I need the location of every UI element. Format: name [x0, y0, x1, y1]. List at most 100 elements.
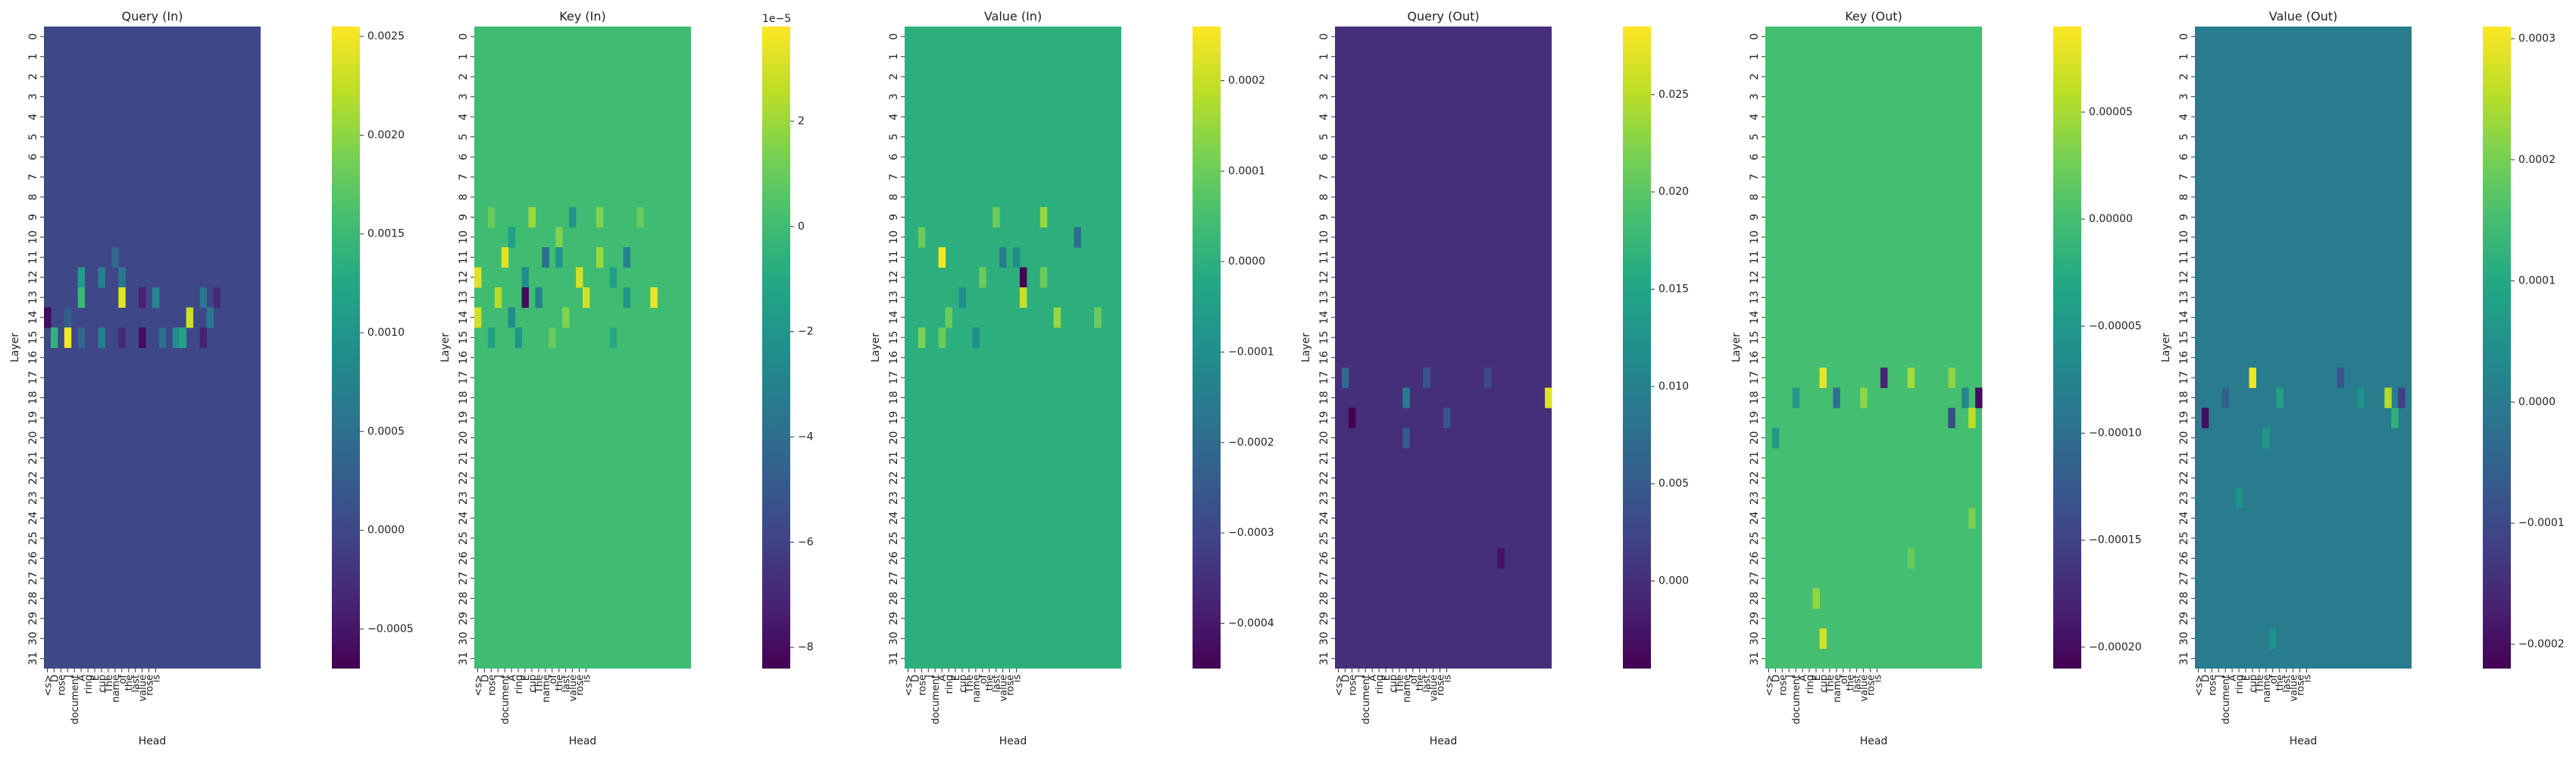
y-tick-label: 2	[458, 74, 470, 80]
y-tick-label: 5	[27, 133, 39, 140]
y-tick-label: 25	[27, 531, 39, 545]
y-tick-label: 15	[888, 330, 900, 344]
x-tick-label: is	[151, 675, 162, 683]
heatmap-cell	[2398, 387, 2406, 409]
x-tick-label: of	[978, 675, 989, 684]
y-tick-label: 23	[27, 491, 39, 505]
heatmap-cell	[1907, 548, 1915, 569]
y-tick-label: 11	[1318, 250, 1330, 264]
heatmap-cell	[555, 227, 563, 248]
heatmap-cell	[139, 327, 146, 348]
colorbar-tick-label: 0.000	[1658, 575, 1689, 587]
y-tick-label: 10	[458, 230, 470, 244]
y-tick-label: 22	[27, 471, 39, 485]
y-tick-label: 31	[27, 652, 39, 666]
x-tick-label: ring	[2234, 675, 2246, 694]
y-tick-label: 5	[1749, 133, 1761, 140]
heatmap-cell	[979, 267, 986, 288]
colorbar-tick-label: −0.00020	[2089, 641, 2142, 653]
y-tick-label: 30	[458, 631, 470, 645]
y-axis-label: Layer	[1300, 333, 1312, 362]
heatmap-cell	[139, 287, 146, 309]
y-tick-label: 18	[458, 391, 470, 405]
y-tick-label: 24	[1318, 511, 1330, 525]
colorbar-tick-label: 0.0002	[1228, 75, 1265, 87]
heatmap-cell	[172, 327, 180, 348]
y-tick-label: 15	[458, 330, 470, 344]
y-tick-label: 14	[27, 311, 39, 324]
heatmap-cell	[508, 227, 516, 248]
x-tick-label: E	[521, 675, 532, 681]
x-tick-label: A	[77, 675, 88, 681]
x-tick-label: value	[2289, 675, 2300, 702]
heatmap-cell	[583, 287, 590, 309]
colorbar-tick-label: 0.0002	[2518, 154, 2556, 166]
y-tick-label: 15	[1749, 330, 1761, 344]
heatmap-cell	[1483, 367, 1492, 388]
heatmap-cell	[999, 247, 1007, 268]
y-tick-label: 20	[27, 431, 39, 445]
y-tick-label: 22	[1749, 471, 1761, 485]
y-tick-label: 22	[1318, 471, 1330, 485]
y-tick-label: 30	[1318, 631, 1330, 645]
y-tick-label: 18	[27, 391, 39, 405]
x-tick-label: document	[930, 675, 942, 725]
y-tick-label: 6	[1749, 154, 1761, 161]
y-tick-label: 29	[27, 612, 39, 625]
y-tick-label: 3	[2178, 93, 2190, 100]
y-tick-label: 28	[458, 591, 470, 605]
x-tick-label: E	[90, 675, 102, 681]
y-tick-label: 19	[1318, 411, 1330, 424]
x-tick-label: J	[63, 675, 74, 678]
x-tick-label: The	[534, 675, 546, 694]
x-tick-label: rose	[1005, 675, 1017, 696]
heatmap-cell	[535, 287, 542, 309]
x-tick-label: D	[1340, 675, 1352, 682]
x-tick-label: E	[951, 675, 962, 681]
y-tick-label: 0	[458, 33, 470, 40]
x-tick-label: document	[70, 675, 81, 725]
x-axis-label: Head	[1860, 735, 1888, 747]
y-tick-label: 8	[1318, 194, 1330, 201]
y-tick-label: 27	[888, 572, 900, 585]
heatmap-cell	[1443, 407, 1451, 428]
heatmap-panel: Query (Out)01234567891011121314151617181…	[1300, 9, 1689, 747]
y-tick-label: 4	[458, 114, 470, 121]
x-tick-label: The	[104, 675, 115, 694]
y-tick-label: 27	[1318, 572, 1330, 585]
x-tick-label: the	[555, 675, 566, 691]
x-tick-label: rose	[575, 675, 586, 696]
heatmap-cell	[2337, 367, 2345, 388]
y-tick-label: 20	[1749, 431, 1761, 445]
x-tick-label: <s>	[1333, 675, 1345, 697]
x-axis-label: Head	[2290, 735, 2318, 747]
heatmap-cell	[576, 267, 583, 288]
heatmap-cell	[487, 327, 496, 348]
y-tick-label: 4	[2178, 114, 2190, 121]
x-tick-label: cup	[1818, 675, 1830, 693]
colorbar	[1193, 27, 1221, 669]
x-tick-label: rose	[486, 675, 498, 696]
y-axis-label: Layer	[870, 333, 882, 362]
y-tick-label: 0	[1318, 33, 1330, 40]
x-tick-label: is	[1872, 675, 1884, 683]
heatmap-cell	[2357, 387, 2365, 409]
x-tick-label: of	[2268, 675, 2280, 684]
heatmap-cell	[2391, 407, 2399, 428]
x-tick-label: cup	[527, 675, 539, 693]
y-tick-label: 22	[458, 471, 470, 485]
heatmap-cell	[64, 327, 72, 348]
heatmap-cell	[1962, 387, 1969, 409]
x-axis-label: Head	[569, 735, 597, 747]
x-tick-label: the	[1415, 675, 1427, 691]
x-tick-label: last	[131, 675, 142, 692]
heatmap-cell	[993, 207, 1000, 228]
heatmap-cell	[549, 327, 556, 348]
x-tick-label: rose	[2207, 675, 2218, 696]
y-tick-label: 11	[1749, 250, 1761, 264]
x-tick-label: value	[999, 675, 1010, 702]
y-tick-label: 26	[27, 551, 39, 565]
y-tick-label: 27	[27, 572, 39, 585]
heatmap-cell	[1402, 387, 1410, 409]
colorbar-tick-label: 0.0001	[2518, 275, 2556, 287]
